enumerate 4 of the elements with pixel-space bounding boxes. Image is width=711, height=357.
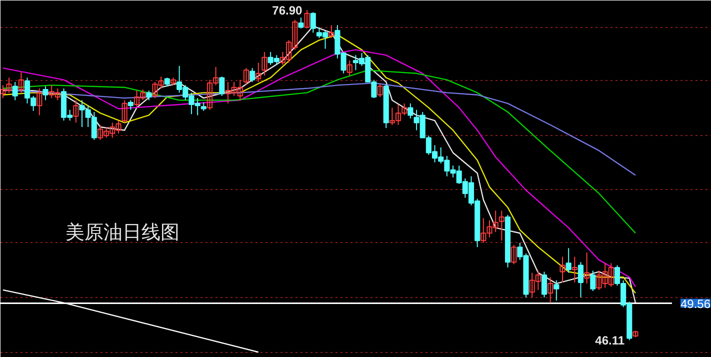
annotation: 76.90 [272,4,302,18]
text: 美原油日线图 [66,222,180,244]
ref-line-label: 49.56 [680,296,711,311]
annotation: 46.11 [595,334,625,348]
